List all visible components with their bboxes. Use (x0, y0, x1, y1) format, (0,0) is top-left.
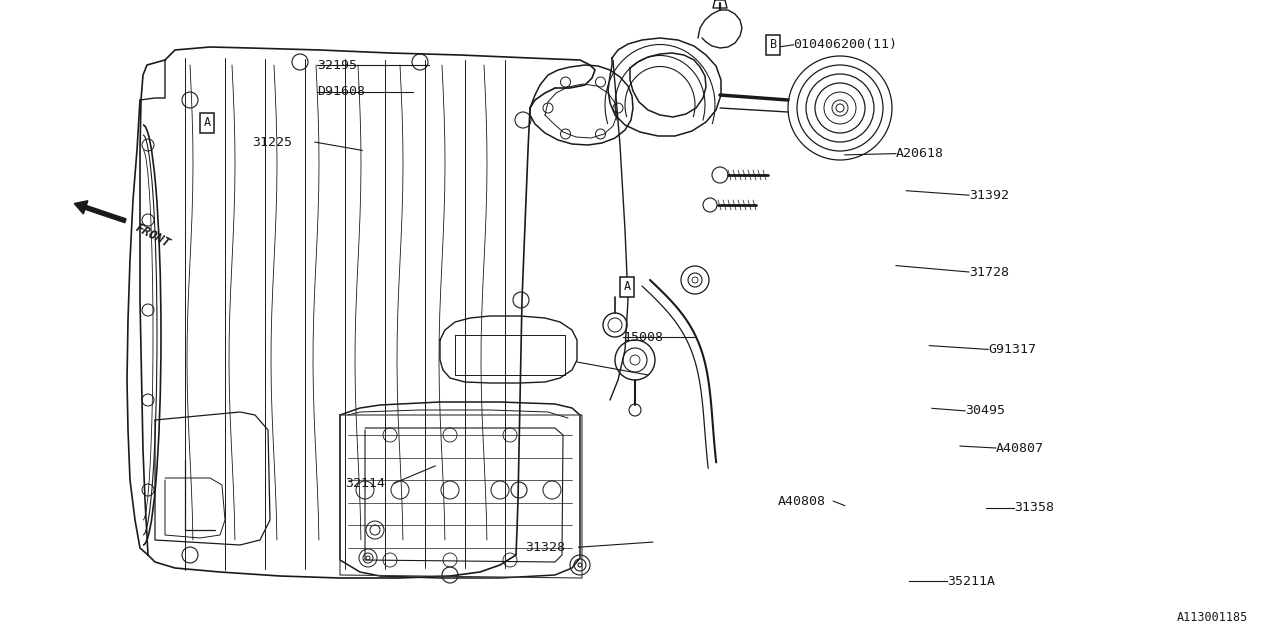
Text: 31728: 31728 (969, 266, 1009, 278)
Text: 31328: 31328 (525, 541, 564, 554)
FancyArrow shape (74, 201, 125, 223)
Text: D91608: D91608 (317, 85, 366, 98)
Text: 010406200(11): 010406200(11) (794, 38, 897, 51)
Text: A: A (623, 280, 631, 293)
Text: A20618: A20618 (896, 147, 945, 160)
Text: 31225: 31225 (252, 136, 292, 148)
Text: A40808: A40808 (778, 495, 827, 508)
Text: A: A (204, 116, 211, 129)
Text: 15008: 15008 (623, 331, 663, 344)
Text: FRONT: FRONT (133, 221, 173, 250)
Text: 31392: 31392 (969, 189, 1009, 202)
Text: G91317: G91317 (988, 343, 1037, 356)
Text: 32195: 32195 (317, 59, 357, 72)
Text: 32114: 32114 (346, 477, 385, 490)
Text: 35211A: 35211A (947, 575, 996, 588)
Text: 30495: 30495 (965, 404, 1005, 417)
Text: A113001185: A113001185 (1176, 611, 1248, 624)
Text: 31358: 31358 (1014, 501, 1053, 514)
Text: A40807: A40807 (996, 442, 1044, 454)
Text: B: B (769, 38, 777, 51)
